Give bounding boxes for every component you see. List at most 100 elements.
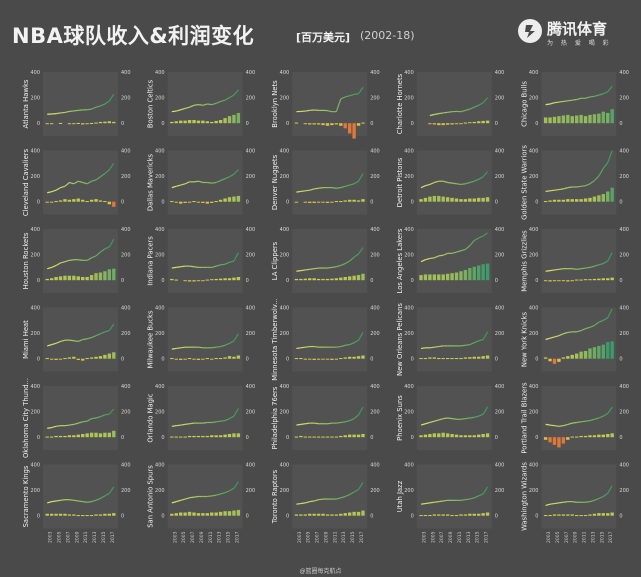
- revenue-line-segment: [429, 257, 435, 260]
- revenue-line-segment: [305, 422, 310, 425]
- revenue-line-segment: [589, 324, 595, 328]
- revenue-line-segment: [47, 427, 52, 429]
- y-tick-left: 400: [30, 463, 40, 469]
- revenue-line-segment: [567, 331, 573, 334]
- y-tick-right: 0: [370, 200, 373, 206]
- revenue-line-segment: [420, 423, 426, 426]
- y-tick-left: 400: [155, 149, 165, 155]
- revenue-line-segment: [69, 499, 74, 501]
- y-tick-left: 0: [37, 200, 40, 206]
- y-tick-left: 0: [535, 357, 538, 363]
- profit-bar: [294, 358, 299, 360]
- revenue-line-segment: [318, 498, 324, 501]
- revenue-line-segment: [469, 106, 475, 110]
- profit-bar: [543, 515, 548, 517]
- profit-bar: [543, 280, 548, 282]
- revenue-line-segment: [69, 259, 74, 261]
- revenue-line-segment: [598, 93, 604, 96]
- revenue-line-segment: [108, 408, 115, 415]
- y-tick-right: 200: [370, 331, 380, 337]
- profit-bar: [196, 435, 201, 438]
- profit-bar: [463, 435, 468, 438]
- revenue-line-segment: [100, 103, 106, 107]
- profit-bar: [588, 279, 592, 281]
- plot-area: [416, 229, 492, 293]
- profit-bar: [49, 358, 54, 360]
- profit-bar: [419, 199, 423, 202]
- revenue-line-segment: [47, 266, 52, 270]
- revenue-line-segment: [189, 265, 195, 268]
- team-label: Memphis Grizzlies: [520, 230, 528, 292]
- x-tick-label: 2005: [181, 531, 187, 543]
- y-tick-right: 400: [370, 306, 380, 312]
- profit-bar: [58, 200, 63, 202]
- x-tick-label: 2013: [217, 531, 223, 543]
- profit-bar: [419, 275, 423, 281]
- x-tick-label: 2017: [234, 531, 240, 543]
- revenue-line-segment: [184, 106, 190, 110]
- profit-bar: [597, 434, 601, 438]
- team-label: Cleveland Cavaliers: [22, 148, 30, 216]
- revenue-line-segment: [233, 333, 239, 342]
- profit-bar: [107, 269, 112, 281]
- y-tick-left: 0: [37, 514, 40, 520]
- profit-bar: [592, 114, 597, 124]
- revenue-line-segment: [358, 482, 364, 490]
- revenue-line-segment: [549, 269, 555, 272]
- profit-bar: [223, 118, 227, 124]
- profit-bar: [557, 199, 561, 202]
- x-tick-label: 2013: [341, 531, 347, 543]
- team-label: Minnesota Timberwolv...: [271, 298, 279, 381]
- revenue-line-segment: [425, 183, 431, 187]
- profit-bar: [294, 436, 299, 438]
- profit-bar: [205, 279, 210, 281]
- profit-bar: [561, 514, 566, 516]
- revenue-line-segment: [180, 107, 186, 111]
- profit-bar: [232, 196, 236, 202]
- profit-bar: [566, 356, 570, 359]
- revenue-line-segment: [327, 266, 333, 269]
- profit-bar: [454, 198, 459, 202]
- profit-bar: [441, 123, 445, 126]
- profit-bar: [570, 354, 574, 359]
- revenue-line-segment: [576, 329, 582, 333]
- profit-bar: [183, 120, 187, 124]
- profit-bar: [112, 513, 116, 516]
- profit-bar: [303, 201, 307, 203]
- profit-bar: [583, 116, 588, 124]
- profit-bar: [89, 432, 94, 438]
- revenue-line-segment: [55, 187, 61, 191]
- revenue-line-segment: [180, 346, 186, 349]
- profit-bar: [610, 512, 614, 516]
- x-tick-label: 2007: [439, 531, 445, 543]
- profit-bar: [557, 280, 561, 282]
- profit-bar: [205, 201, 210, 204]
- revenue-line-segment: [545, 337, 551, 341]
- profit-bar: [557, 116, 561, 124]
- y-tick-left: 0: [411, 278, 414, 284]
- y-tick-left: 400: [529, 306, 539, 312]
- y-tick-left: 400: [155, 463, 165, 469]
- profit-bar: [196, 358, 201, 360]
- revenue-line-segment: [176, 266, 181, 268]
- y-tick-right: 200: [495, 488, 505, 494]
- profit-bar: [196, 513, 201, 516]
- revenue-line-segment: [91, 255, 97, 259]
- profit-bar: [561, 115, 566, 124]
- profit-bar: [107, 201, 112, 205]
- revenue-line-segment: [349, 93, 355, 97]
- profit-bar: [330, 201, 334, 203]
- revenue-line-segment: [607, 150, 613, 163]
- profit-bar: [214, 435, 218, 438]
- profit-bar: [419, 435, 423, 438]
- revenue-line-segment: [207, 495, 212, 498]
- profit-bar: [477, 513, 481, 516]
- profit-bar: [232, 277, 236, 281]
- revenue-line-segment: [434, 501, 439, 503]
- y-tick-right: 400: [121, 70, 131, 76]
- y-tick-left: 400: [280, 227, 290, 233]
- x-tick-label: 2009: [323, 531, 329, 543]
- x-tick-label: 2005: [57, 531, 63, 543]
- profit-bar: [592, 278, 597, 281]
